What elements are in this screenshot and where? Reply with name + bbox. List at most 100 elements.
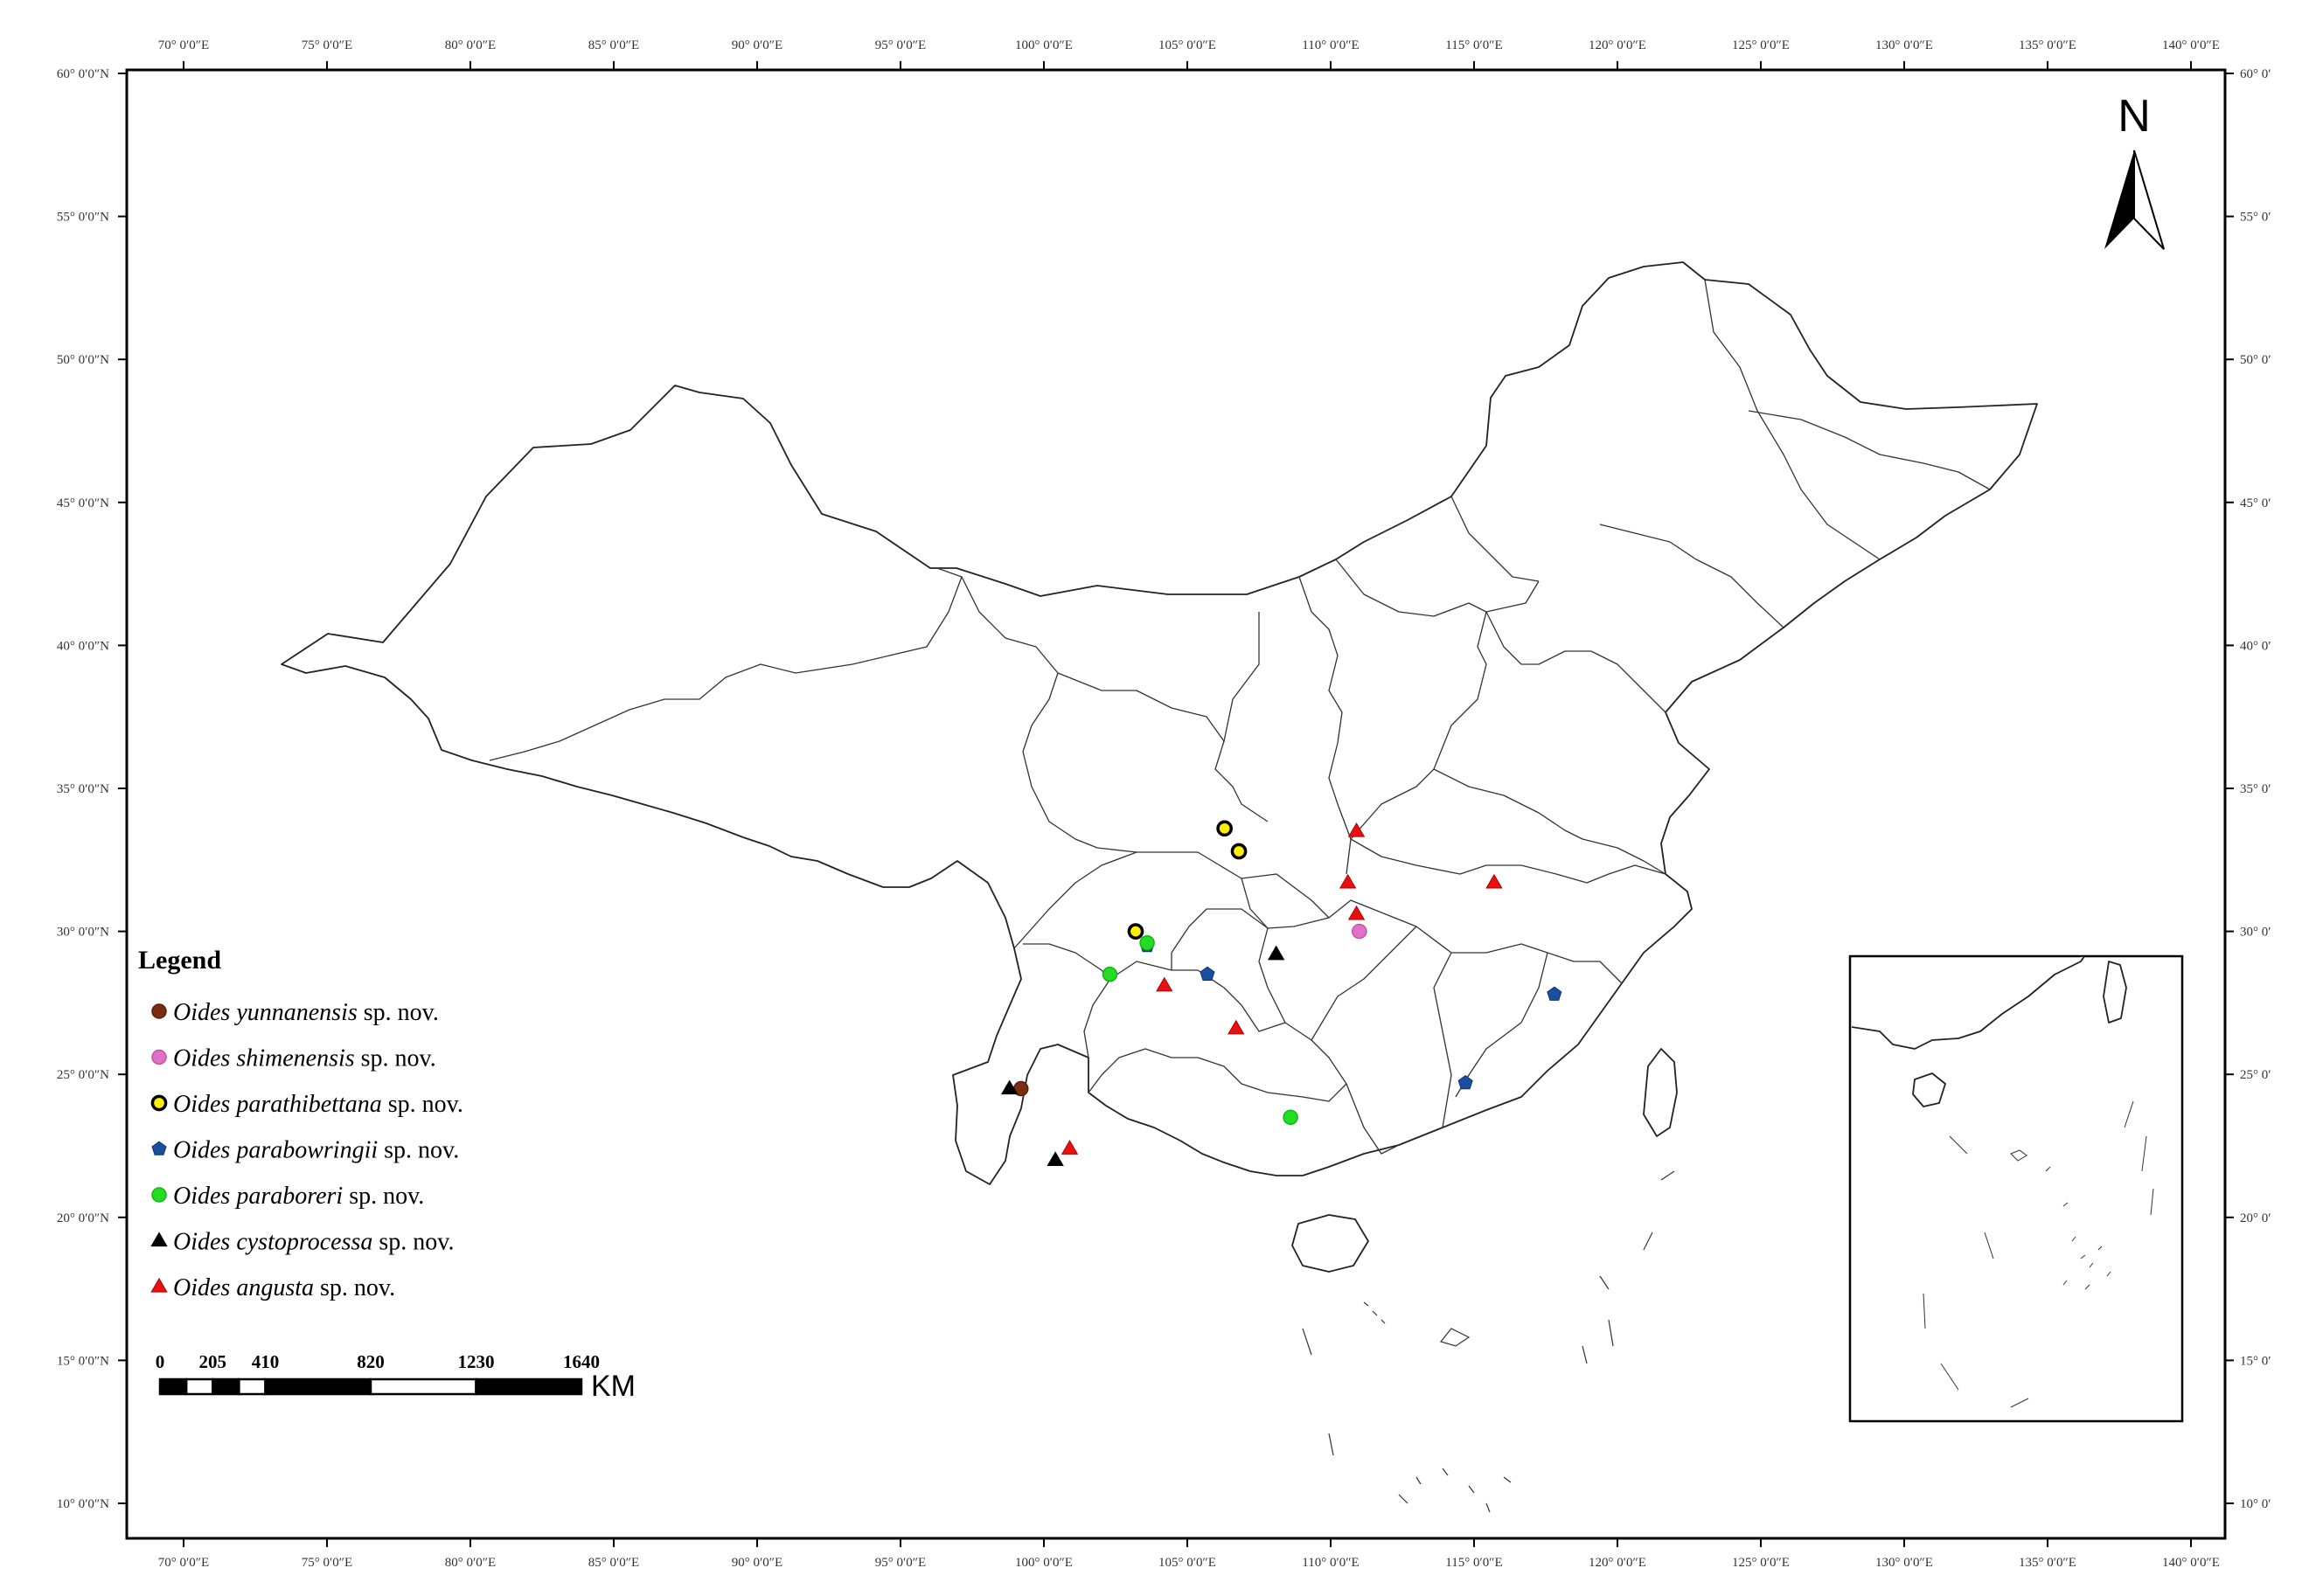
occurrence-point	[1228, 1019, 1245, 1035]
legend-title: Legend	[138, 946, 221, 975]
legend-item-label: Oides shimenensis sp. nov.	[173, 1045, 436, 1072]
scale-unit: KM	[591, 1370, 636, 1403]
legend-item-label: Oides cystoprocessa sp. nov.	[173, 1229, 454, 1256]
lon-label-top: 135° 0′0″E	[2019, 38, 2076, 52]
lon-label-bottom: 100° 0′0″E	[1015, 1556, 1073, 1570]
lat-label-left: 50° 0′0″N	[57, 353, 109, 367]
occurrence-point	[1139, 934, 1155, 951]
lon-label-top: 90° 0′0″E	[732, 38, 782, 52]
map-frame	[125, 68, 2227, 1540]
lat-label-right: 30° 0′	[2240, 926, 2271, 940]
lat-label-left: 10° 0′0″N	[57, 1497, 109, 1511]
lon-label-top: 110° 0′0″E	[1302, 38, 1359, 52]
lon-label-bottom: 130° 0′0″E	[1875, 1556, 1933, 1570]
occurrence-point	[1347, 905, 1366, 920]
lon-label-bottom: 70° 0′0″E	[158, 1556, 209, 1570]
scale-label: 410	[252, 1351, 280, 1372]
lon-label-top: 120° 0′0″E	[1589, 38, 1646, 52]
legend-symbol	[151, 1003, 167, 1019]
scale-segment	[264, 1377, 372, 1396]
legend-item-label: Oides angusta sp. nov.	[173, 1274, 395, 1301]
legend-items: Oides yunnanensis sp. nov. Oides shimenen…	[150, 999, 463, 1301]
occurrence-point	[1267, 945, 1285, 961]
taiwan-outline	[1643, 1048, 1678, 1137]
lat-label-left: 35° 0′0″N	[57, 782, 109, 796]
lat-label-left: 45° 0′0″N	[57, 496, 109, 510]
lon-label-bottom: 75° 0′0″E	[302, 1556, 352, 1570]
lon-label-top: 80° 0′0″E	[445, 38, 496, 52]
lon-label-top: 140° 0′0″E	[2162, 38, 2220, 52]
north-arrow: N	[2104, 91, 2165, 250]
lon-label-top: 95° 0′0″E	[875, 38, 926, 52]
lat-label-right: 50° 0′	[2240, 353, 2271, 367]
lon-label-bottom: 110° 0′0″E	[1302, 1556, 1359, 1570]
occurrence-point	[1156, 976, 1173, 992]
lat-label-right: 20° 0′	[2240, 1211, 2271, 1225]
scale-segment	[475, 1377, 583, 1396]
scale-segment	[212, 1377, 240, 1396]
lon-label-bottom: 120° 0′0″E	[1589, 1556, 1646, 1570]
lon-label-top: 100° 0′0″E	[1015, 38, 1073, 52]
occurrence-point	[1200, 966, 1215, 981]
occurrence-point	[1216, 820, 1233, 837]
occurrence-point	[1547, 986, 1562, 1001]
occurrence-point	[1283, 1109, 1298, 1126]
legend-item-label: Oides paraboreri sp. nov.	[173, 1183, 424, 1210]
occurrence-point	[1047, 1151, 1064, 1166]
lat-label-right: 40° 0′	[2240, 639, 2271, 653]
occurrence-point	[1127, 923, 1144, 940]
legend-symbol	[151, 1141, 167, 1155]
scale-segment	[369, 1377, 477, 1396]
lon-label-bottom: 140° 0′0″E	[2162, 1556, 2220, 1570]
occurrence-point	[1485, 873, 1503, 889]
lon-label-bottom: 80° 0′0″E	[445, 1556, 496, 1570]
legend-item-label: Oides parathibettana sp. nov.	[173, 1091, 463, 1118]
lat-label-left: 55° 0′0″N	[57, 211, 109, 225]
occurrence-point	[1347, 822, 1366, 837]
legend-symbol	[151, 1187, 167, 1203]
scale-segment	[158, 1377, 188, 1396]
legend-symbol	[150, 1277, 168, 1293]
lat-label-left: 40° 0′0″N	[57, 639, 109, 653]
scale-segment	[238, 1377, 267, 1396]
graticule-ticks	[118, 61, 2234, 1547]
lat-label-right: 60° 0′	[2240, 67, 2271, 81]
lat-label-right: 25° 0′	[2240, 1068, 2271, 1082]
lat-label-left: 20° 0′0″N	[57, 1211, 109, 1225]
legend-symbol	[150, 1094, 168, 1112]
lat-label-left: 60° 0′0″N	[57, 67, 109, 81]
lon-label-top: 130° 0′0″E	[1875, 38, 1933, 52]
hainan-outline	[1291, 1214, 1369, 1273]
north-label: N	[2118, 91, 2151, 142]
lon-label-top: 70° 0′0″E	[158, 38, 209, 52]
occurrence-point	[1061, 1140, 1079, 1155]
lon-label-bottom: 135° 0′0″E	[2019, 1556, 2076, 1570]
occurrence-point	[1000, 1079, 1019, 1095]
inset-map	[1848, 954, 2184, 1423]
legend: Legend Oides yunnanensis sp. nov. Oides s…	[138, 946, 463, 1301]
legend-item-label: Oides yunnanensis sp. nov.	[173, 999, 439, 1026]
occurrence-records	[1000, 820, 1562, 1166]
lon-label-bottom: 115° 0′0″E	[1445, 1556, 1502, 1570]
legend-item-label: Oides parabowringii sp. nov.	[173, 1137, 459, 1164]
scale-label: 1640	[563, 1351, 600, 1372]
lat-label-right: 55° 0′	[2240, 211, 2271, 225]
lat-label-right: 15° 0′	[2240, 1354, 2271, 1368]
occurrence-point	[1352, 923, 1367, 940]
lon-label-bottom: 125° 0′0″E	[1732, 1556, 1790, 1570]
south-sea-islands	[1302, 1170, 1675, 1513]
lat-label-right: 10° 0′	[2240, 1497, 2271, 1511]
china-outline	[281, 261, 2038, 1185]
scale-label: 1230	[458, 1351, 495, 1372]
occurrence-point	[1457, 1074, 1473, 1090]
lon-label-top: 75° 0′0″E	[302, 38, 352, 52]
legend-symbol	[150, 1232, 168, 1247]
lat-label-left: 30° 0′0″N	[57, 926, 109, 940]
occurrence-point	[1102, 966, 1118, 982]
graticule-labels: 70° 0′0″E 70° 0′0″E 75° 0′0″E 75° 0′0″E 80° …	[57, 38, 2271, 1570]
lon-label-bottom: 85° 0′0″E	[588, 1556, 639, 1570]
scale-label: 0	[156, 1351, 165, 1372]
scale-label: 820	[357, 1351, 385, 1372]
lat-label-right: 35° 0′	[2240, 782, 2271, 796]
